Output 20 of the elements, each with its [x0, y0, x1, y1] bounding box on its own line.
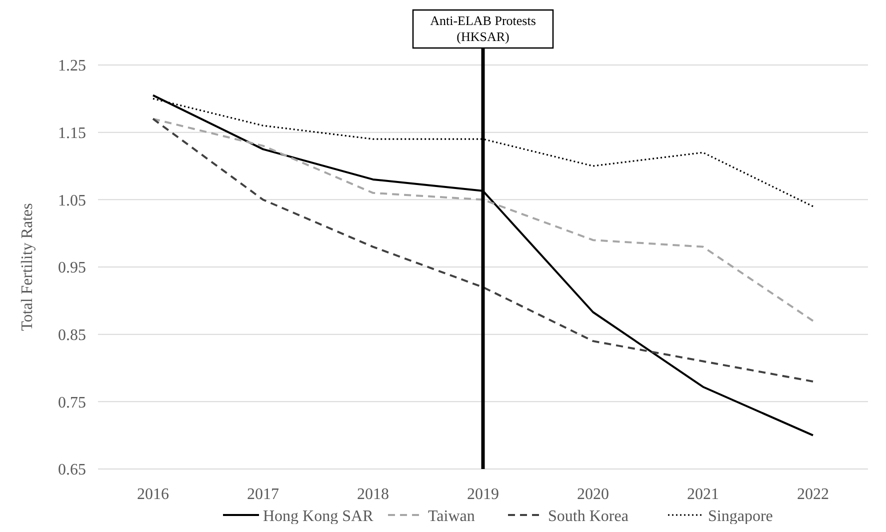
- x-tick-label: 2022: [797, 486, 829, 503]
- x-tick-label: 2019: [467, 486, 499, 503]
- y-tick-label: 1.15: [58, 124, 86, 142]
- y-tick-label: 0.95: [58, 260, 86, 277]
- y-tick-label: 0.75: [58, 394, 86, 412]
- ref-line-label: Anti-ELAB Protests (HKSAR): [430, 13, 536, 44]
- legend-label: South Korea: [548, 508, 628, 525]
- line-series: [152, 118, 814, 322]
- y-tick-label: 0.65: [58, 462, 86, 479]
- legend-label: Taiwan: [428, 508, 475, 525]
- y-tick-label: 1.05: [58, 192, 86, 210]
- x-tick-label: 2021: [687, 486, 719, 503]
- y-tick-label: 0.85: [58, 326, 86, 344]
- y-axis-title: Total Fertility Rates: [19, 203, 36, 331]
- x-tick-label: 2016: [137, 486, 169, 503]
- y-tick-label: 1.25: [58, 58, 86, 75]
- x-tick-label: 2017: [247, 486, 279, 503]
- x-tick-label: 2020: [577, 486, 609, 503]
- x-tick-label: 2018: [357, 486, 389, 503]
- line-series: [152, 118, 814, 382]
